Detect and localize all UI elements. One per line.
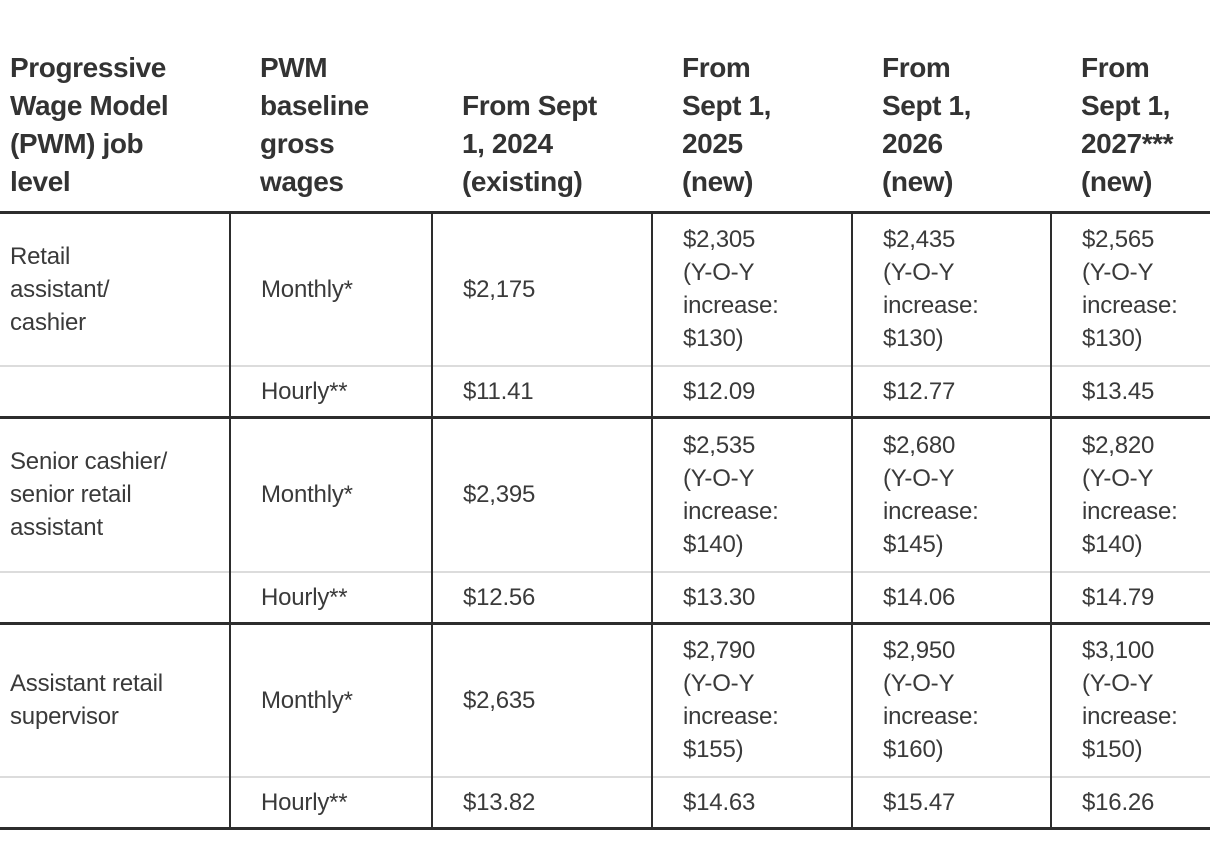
wage-2025-cell: $13.30	[651, 570, 852, 625]
job-level-empty-cell	[0, 365, 230, 419]
job-level-cell: Retail assistant/ cashier	[10, 242, 110, 336]
header-sept-2025: From Sept 1, 2025 (new)	[652, 0, 852, 214]
wage-2024-cell: $2,395	[431, 417, 652, 572]
wage-2025-cell: $2,305 (Y-O-Y increase: $130)	[651, 212, 852, 366]
wage-2027-cell: $16.26	[1050, 776, 1210, 830]
wage-2025-cell: $2,535 (Y-O-Y increase: $140)	[651, 417, 852, 572]
wage-2026-cell: $2,680 (Y-O-Y increase: $145)	[851, 417, 1051, 572]
table-row-hourly: Hourly** $13.82 $14.63 $15.47 $16.26	[0, 776, 1210, 830]
wage-2027-cell: $2,565 (Y-O-Y increase: $130)	[1050, 212, 1210, 366]
wage-2024-cell: $11.41	[431, 365, 652, 419]
wage-2026-cell: $2,950 (Y-O-Y increase: $160)	[851, 623, 1051, 777]
wage-2025-cell: $2,790 (Y-O-Y increase: $155)	[651, 623, 852, 777]
wage-2025-cell: $12.09	[651, 365, 852, 419]
wage-2026-cell: $14.06	[851, 570, 1051, 625]
table-row-hourly: Hourly** $11.41 $12.09 $12.77 $13.45	[0, 365, 1210, 419]
job-level-cell: Senior cashier/ senior retail assistant	[10, 448, 168, 542]
wage-2024-cell: $2,635	[431, 623, 652, 777]
header-sept-2026: From Sept 1, 2026 (new)	[852, 0, 1051, 214]
wage-2024-cell: $13.82	[431, 776, 652, 830]
wage-2024-cell: $12.56	[431, 570, 652, 625]
wage-2027-cell: $2,820 (Y-O-Y increase: $140)	[1050, 417, 1210, 572]
wage-2026-cell: $15.47	[851, 776, 1051, 830]
wage-2027-cell: $3,100 (Y-O-Y increase: $150)	[1050, 623, 1210, 777]
table-header-row: Progressive Wage Model (PWM) job level P…	[0, 0, 1210, 214]
wage-basis-cell: Monthly*	[229, 212, 432, 366]
job-level-empty-cell	[0, 570, 230, 625]
wage-2026-cell: $2,435 (Y-O-Y increase: $130)	[851, 212, 1051, 366]
table-row-monthly: Assistant retail supervisor Monthly* $2,…	[0, 623, 1210, 777]
wage-basis-cell: Monthly*	[229, 417, 432, 572]
table-row-monthly: Senior cashier/ senior retail assistant …	[0, 417, 1210, 572]
job-level-empty-cell	[0, 776, 230, 830]
wage-basis-cell: Hourly**	[229, 365, 432, 419]
header-baseline-wages: PWM baseline gross wages	[230, 0, 432, 214]
wage-2026-cell: $12.77	[851, 365, 1051, 419]
wage-2024-cell: $2,175	[431, 212, 652, 366]
wage-basis-cell: Monthly*	[229, 623, 432, 777]
job-level-cell: Assistant retail supervisor	[10, 670, 163, 731]
table-row-monthly: Retail assistant/ cashier Monthly* $2,17…	[0, 212, 1210, 366]
table-row-hourly: Hourly** $12.56 $13.30 $14.06 $14.79	[0, 570, 1210, 625]
header-sept-2027: From Sept 1, 2027*** (new)	[1051, 0, 1210, 214]
wage-2027-cell: $13.45	[1050, 365, 1210, 419]
wage-basis-cell: Hourly**	[229, 570, 432, 625]
header-job-level: Progressive Wage Model (PWM) job level	[0, 0, 230, 214]
header-sept-2024: From Sept 1, 2024 (existing)	[432, 0, 652, 214]
wage-basis-cell: Hourly**	[229, 776, 432, 830]
pwm-wage-table: Progressive Wage Model (PWM) job level P…	[0, 0, 1210, 830]
wage-2027-cell: $14.79	[1050, 570, 1210, 625]
wage-2025-cell: $14.63	[651, 776, 852, 830]
